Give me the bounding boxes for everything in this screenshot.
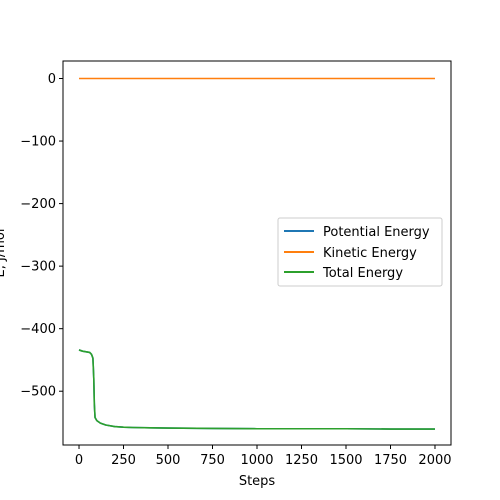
y-tick-label: −100 [20,135,56,150]
legend: Potential Energy Kinetic Energy Total En… [277,217,443,287]
x-tick-label: 1750 [374,453,407,468]
y-axis-ticks: 0 −100 −200 −300 −400 −500 [20,72,63,400]
x-tick-label: 1250 [285,453,318,468]
y-tick-label: −500 [20,385,56,400]
y-axis-label: E, J/mol [0,229,8,278]
y-tick-label: 0 [48,72,56,87]
x-tick-label: 2000 [418,453,451,468]
legend-label-potential-energy: Potential Energy [323,225,430,240]
x-axis-ticks: 0 250 500 750 1000 1250 1500 1750 2000 [75,445,452,468]
x-tick-label: 1500 [329,453,362,468]
x-tick-label: 750 [200,453,225,468]
x-tick-label: 1000 [240,453,273,468]
legend-label-kinetic-energy: Kinetic Energy [323,246,417,261]
y-tick-label: −200 [20,197,56,212]
x-tick-label: 250 [111,453,136,468]
legend-frame [277,217,443,287]
y-tick-label: −300 [20,260,56,275]
y-tick-label: −400 [20,322,56,337]
legend-label-total-energy: Total Energy [322,266,403,281]
x-tick-label: 500 [156,453,181,468]
x-tick-label: 0 [75,453,83,468]
series-line-total-energy [78,349,435,430]
x-axis-label: Steps [239,474,276,489]
plot-lines [78,77,435,430]
